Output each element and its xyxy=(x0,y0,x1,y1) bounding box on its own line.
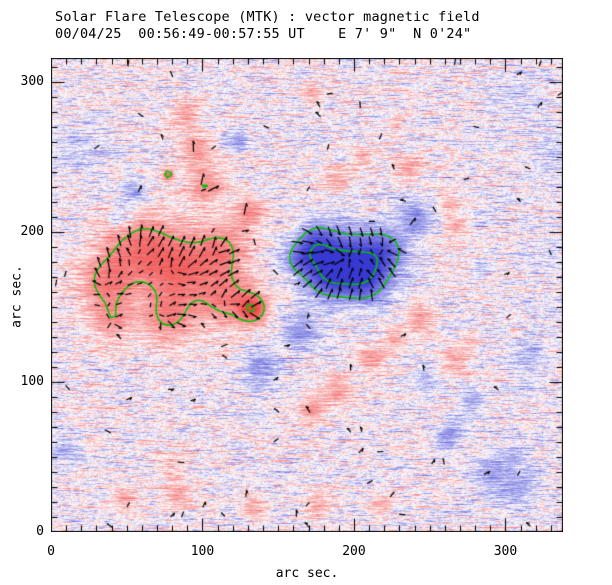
x-tick-label: 200 xyxy=(342,544,366,559)
y-tick-label: 300 xyxy=(20,74,44,89)
x-axis-label: arc sec. xyxy=(275,566,339,581)
y-axis-label: arc sec. xyxy=(9,265,25,328)
y-tick-label: 100 xyxy=(20,374,44,389)
plot-title: Solar Flare Telescope (MTK) : vector mag… xyxy=(55,9,480,25)
x-tick-label: 300 xyxy=(493,544,518,559)
plot-subtitle-date-position: 00/04/25 00:56:49-00:57:55 UT E 7' 9" N … xyxy=(55,26,472,42)
y-tick-label: 200 xyxy=(20,224,44,239)
x-tick-label: 100 xyxy=(190,544,215,559)
y-tick-label: 0 xyxy=(36,524,44,539)
x-tick-label: 0 xyxy=(47,544,55,559)
magnetogram-canvas xyxy=(51,58,563,532)
